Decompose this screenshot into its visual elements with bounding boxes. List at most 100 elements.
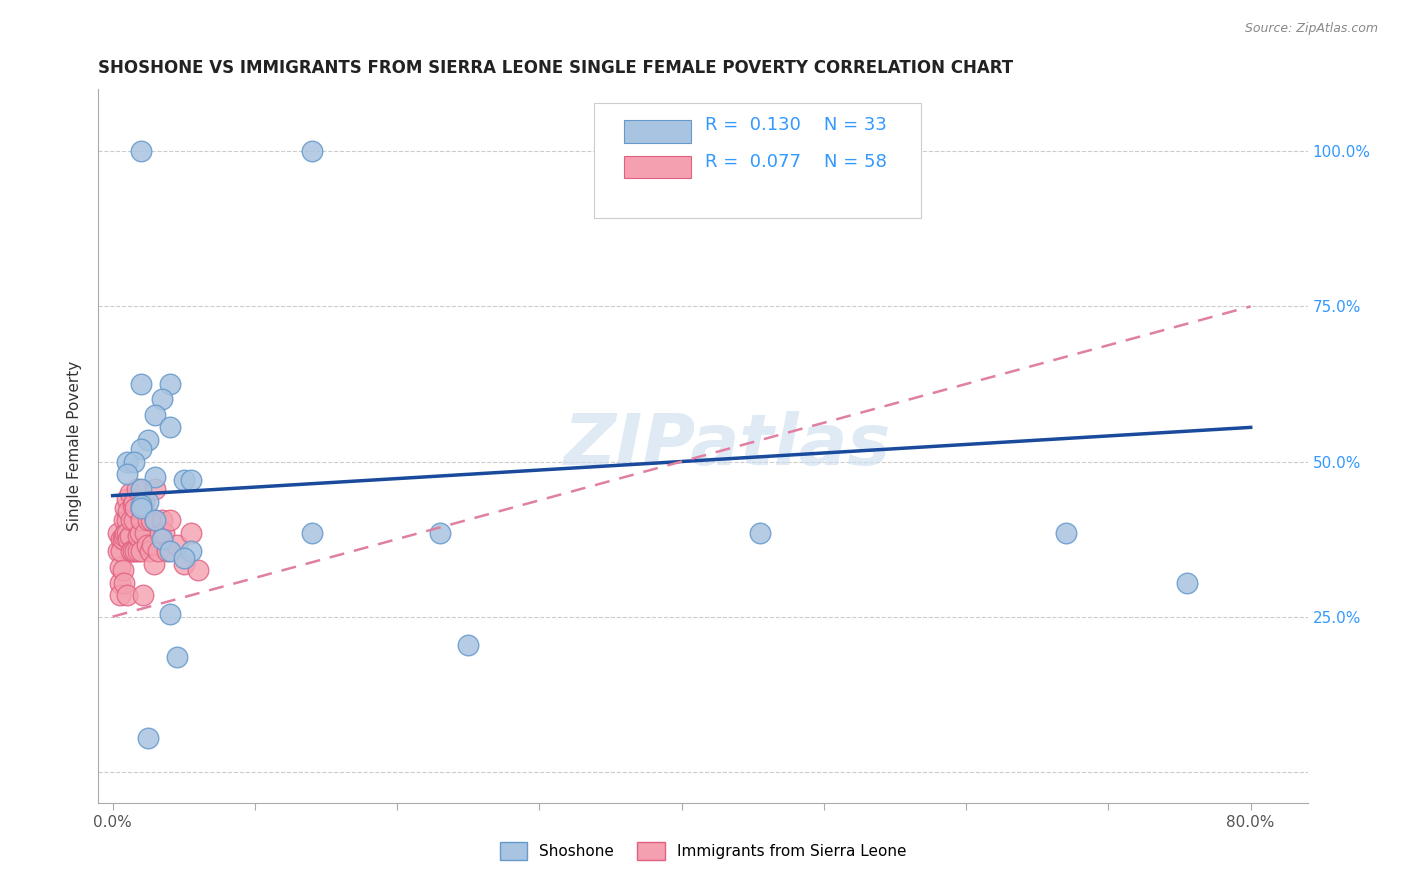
Point — [1175, 575, 1198, 590]
Point — [110, 544, 132, 558]
Point — [107, 525, 129, 540]
Point — [152, 392, 174, 407]
Point — [173, 557, 195, 571]
Point — [138, 544, 160, 558]
Point — [129, 483, 152, 497]
Point — [129, 376, 152, 391]
Point — [159, 544, 181, 558]
FancyBboxPatch shape — [595, 103, 921, 218]
Point — [115, 454, 138, 468]
Point — [122, 495, 145, 509]
Text: SHOSHONE VS IMMIGRANTS FROM SIERRA LEONE SINGLE FEMALE POVERTY CORRELATION CHART: SHOSHONE VS IMMIGRANTS FROM SIERRA LEONE… — [98, 59, 1014, 77]
Text: R =  0.077    N = 58: R = 0.077 N = 58 — [706, 153, 887, 171]
Point — [159, 607, 181, 621]
Point — [131, 588, 153, 602]
Point — [135, 538, 157, 552]
Point — [142, 557, 165, 571]
Point — [118, 485, 141, 500]
Point — [187, 563, 209, 577]
Point — [152, 532, 174, 546]
Point — [129, 442, 152, 456]
Point — [301, 525, 323, 540]
Point — [114, 525, 136, 540]
Point — [457, 638, 479, 652]
Point — [115, 467, 138, 481]
Point — [136, 433, 159, 447]
Point — [120, 513, 142, 527]
Point — [127, 529, 149, 543]
Point — [107, 544, 129, 558]
Point — [117, 504, 139, 518]
Point — [121, 544, 143, 558]
Point — [112, 513, 135, 527]
Point — [120, 544, 142, 558]
Point — [108, 575, 131, 590]
Point — [129, 544, 152, 558]
Point — [108, 588, 131, 602]
Point — [129, 501, 152, 516]
Point — [124, 501, 146, 516]
Point — [143, 513, 166, 527]
Point — [111, 532, 134, 546]
Y-axis label: Single Female Poverty: Single Female Poverty — [67, 361, 83, 531]
Point — [301, 145, 323, 159]
Point — [180, 525, 202, 540]
Point — [122, 454, 145, 468]
Point — [121, 498, 143, 512]
Point — [132, 495, 155, 509]
Point — [136, 495, 159, 509]
Point — [159, 376, 181, 391]
Point — [173, 550, 195, 565]
Point — [114, 501, 136, 516]
Point — [173, 473, 195, 487]
Point — [129, 498, 152, 512]
Point — [143, 408, 166, 422]
Point — [143, 483, 166, 497]
Point — [149, 525, 172, 540]
Point — [129, 145, 152, 159]
Point — [153, 525, 176, 540]
Point — [1054, 525, 1077, 540]
Point — [143, 470, 166, 484]
Bar — [624, 155, 690, 178]
Point — [111, 563, 134, 577]
Legend: Shoshone, Immigrants from Sierra Leone: Shoshone, Immigrants from Sierra Leone — [494, 836, 912, 866]
Point — [166, 650, 188, 665]
Point — [152, 513, 174, 527]
Point — [115, 491, 138, 506]
Point — [136, 513, 159, 527]
Point — [115, 525, 138, 540]
Point — [136, 731, 159, 745]
Point — [117, 532, 139, 546]
Point — [139, 513, 162, 527]
Point — [129, 501, 152, 516]
Point — [159, 420, 181, 434]
Point — [429, 525, 451, 540]
Point — [129, 513, 152, 527]
Text: R =  0.130    N = 33: R = 0.130 N = 33 — [706, 116, 887, 134]
Point — [110, 532, 132, 546]
Point — [124, 544, 146, 558]
Point — [146, 544, 169, 558]
Point — [134, 525, 156, 540]
Point — [127, 544, 149, 558]
Point — [112, 529, 135, 543]
Point — [115, 513, 138, 527]
Point — [156, 544, 179, 558]
Point — [141, 538, 163, 552]
Point — [108, 560, 131, 574]
Point — [180, 544, 202, 558]
Point — [128, 525, 150, 540]
Point — [143, 513, 166, 527]
Bar — [624, 120, 690, 143]
Text: Source: ZipAtlas.com: Source: ZipAtlas.com — [1244, 22, 1378, 36]
Point — [122, 513, 145, 527]
Point — [166, 538, 188, 552]
Point — [180, 473, 202, 487]
Text: ZIPatlas: ZIPatlas — [564, 411, 891, 481]
Point — [118, 529, 141, 543]
Point — [748, 525, 770, 540]
Point — [112, 575, 135, 590]
Point — [125, 483, 148, 497]
Point — [115, 588, 138, 602]
